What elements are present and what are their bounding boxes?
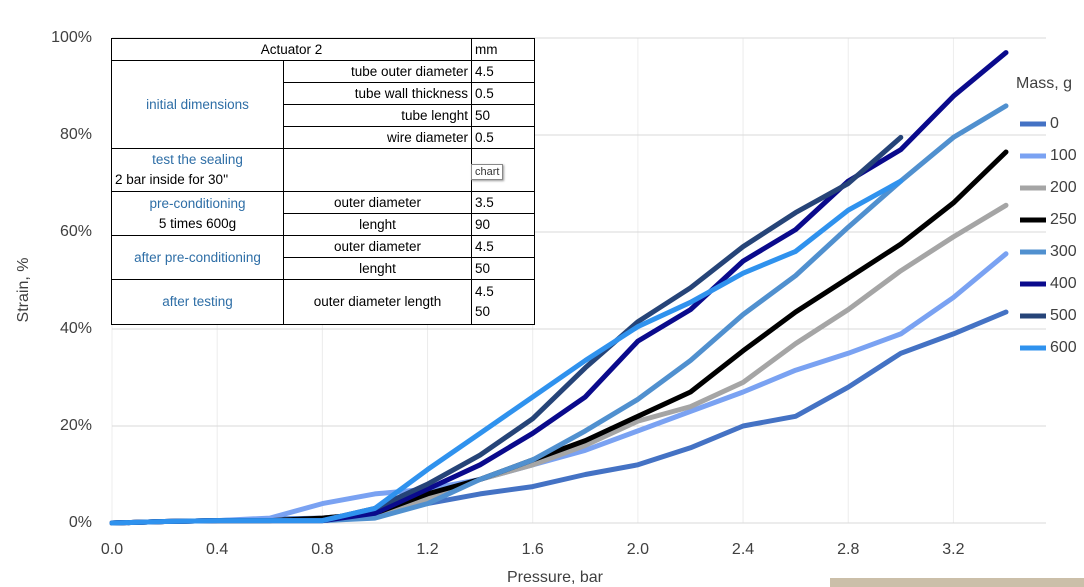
x-axis-label: Pressure, bar bbox=[507, 569, 604, 586]
cell: 4.5 50 bbox=[471, 279, 536, 325]
y-axis-label: Strain, % bbox=[15, 258, 32, 323]
cell: tube lenght bbox=[282, 104, 473, 127]
cell-line: 5 times 600g bbox=[158, 215, 237, 231]
legend-label: 200 bbox=[1050, 179, 1077, 196]
legend-title: Mass, g bbox=[1016, 75, 1072, 92]
x-tick-label: 2.4 bbox=[732, 541, 754, 558]
cell: tube wall thickness bbox=[282, 82, 473, 105]
legend-label: 300 bbox=[1050, 243, 1077, 260]
x-tick-label: 1.2 bbox=[416, 541, 438, 558]
photo-edge bbox=[830, 578, 1084, 587]
cell: wire diameter bbox=[282, 126, 473, 149]
cell-line: test the sealing bbox=[152, 152, 243, 167]
cell: after pre-conditioning bbox=[111, 235, 284, 280]
cell: 0.5 bbox=[471, 126, 536, 149]
cell: outer diameter bbox=[282, 191, 473, 214]
y-tick-label: 60% bbox=[60, 223, 92, 240]
x-tick-label: 0.8 bbox=[311, 541, 333, 558]
legend-label: 250 bbox=[1050, 211, 1077, 228]
cell-line: pre-conditioning bbox=[149, 195, 246, 211]
cell-line: 4.5 bbox=[475, 284, 494, 299]
legend-label: 100 bbox=[1050, 147, 1077, 164]
cell: 4.5 bbox=[471, 235, 536, 258]
cell: mm bbox=[471, 38, 536, 61]
x-tick-label: 3.2 bbox=[942, 541, 964, 558]
y-tick-label: 20% bbox=[60, 417, 92, 434]
legend-label: 400 bbox=[1050, 275, 1077, 292]
tooltip: chart bbox=[471, 164, 504, 180]
cell: 4.5 bbox=[471, 60, 536, 83]
cell: outer diameter length bbox=[282, 279, 473, 325]
cell: after testing bbox=[111, 279, 284, 325]
cell: tube outer diameter bbox=[282, 60, 473, 83]
y-tick-label: 100% bbox=[51, 29, 92, 46]
cell-line: 50 bbox=[475, 304, 491, 319]
cell: initial dimensions bbox=[111, 60, 284, 149]
x-tick-label: 2.0 bbox=[627, 541, 649, 558]
cell: lenght bbox=[282, 213, 473, 236]
cell: 3.5 bbox=[471, 191, 536, 214]
y-tick-label: 40% bbox=[60, 320, 92, 337]
cell: 50 bbox=[471, 257, 536, 280]
cell: 90 bbox=[471, 213, 536, 236]
info-table: Actuator 2 mm initial dimensions tube oute… bbox=[110, 38, 536, 325]
cell-line: 2 bar inside for 30'' bbox=[115, 172, 229, 187]
x-tick-label: 0.0 bbox=[101, 541, 123, 558]
legend-label: 0 bbox=[1050, 115, 1059, 132]
cell: test the sealing 2 bar inside for 30'' bbox=[111, 148, 284, 192]
x-tick-label: 1.6 bbox=[522, 541, 544, 558]
cell: Actuator 2 bbox=[110, 38, 473, 61]
legend-label: 600 bbox=[1050, 339, 1077, 356]
legend-label: 500 bbox=[1050, 307, 1077, 324]
series-line bbox=[109, 178, 904, 526]
x-tick-label: 0.4 bbox=[206, 541, 228, 558]
cell: 50 bbox=[471, 104, 536, 127]
cell bbox=[282, 148, 473, 192]
cell: 0.5 bbox=[471, 82, 536, 105]
cell: outer diameter bbox=[282, 235, 473, 258]
x-tick-label: 2.8 bbox=[837, 541, 859, 558]
cell: pre-conditioning 5 times 600g bbox=[111, 191, 284, 236]
y-tick-label: 80% bbox=[60, 126, 92, 143]
y-tick-label: 0% bbox=[69, 514, 92, 531]
cell: lenght bbox=[282, 257, 473, 280]
